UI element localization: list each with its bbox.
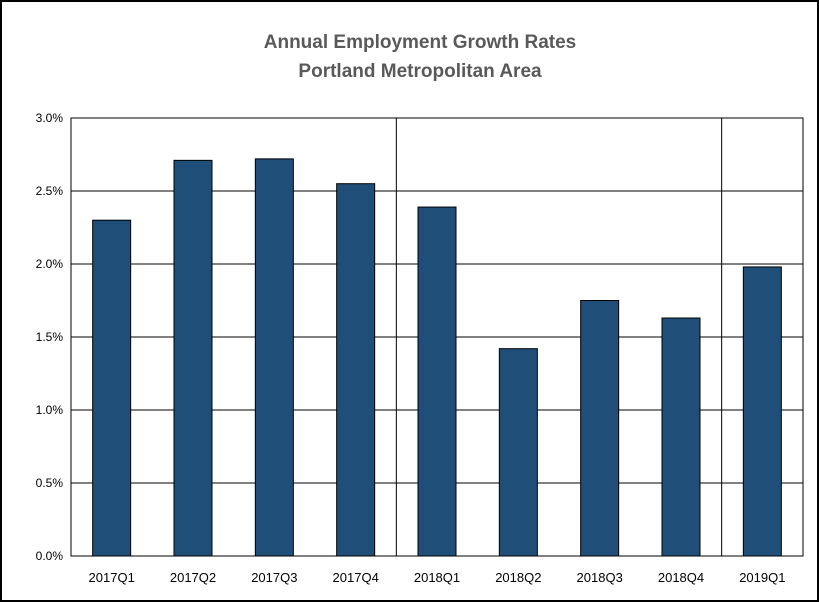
x-tick-label: 2017Q4 [333, 570, 379, 585]
y-axis-ticks: 0.0% 0.5% 1.0% 1.5% 2.0% 2.5% 3.0% [36, 111, 64, 563]
x-tick-label: 2017Q2 [170, 570, 216, 585]
bar [498, 348, 538, 557]
bar [336, 183, 376, 557]
bar [92, 219, 132, 557]
bar [742, 266, 782, 557]
y-tick-label: 2.0% [36, 257, 64, 271]
bar [173, 159, 213, 557]
year-dividers [395, 118, 723, 556]
y-tick-label: 3.0% [36, 111, 64, 125]
x-tick-label: 2019Q1 [739, 570, 785, 585]
x-tick-label: 2018Q4 [658, 570, 704, 585]
chart-title: Annual Employment Growth Rates [264, 32, 576, 53]
bar [661, 317, 701, 557]
x-tick-label: 2018Q1 [414, 570, 460, 585]
bar [254, 158, 294, 557]
bar [417, 206, 457, 557]
x-axis-ticks: 2017Q1 2017Q2 2017Q3 2017Q4 2018Q1 2018Q2 2018… [89, 570, 786, 585]
y-tick-label: 0.5% [36, 476, 64, 490]
plot-area-border [70, 117, 804, 557]
y-tick-label: 0.0% [36, 549, 64, 563]
x-tick-label: 2018Q2 [495, 570, 541, 585]
x-tick-label: 2018Q3 [577, 570, 623, 585]
chart-subtitle: Portland Metropolitan Area [298, 61, 542, 82]
x-tick-label: 2017Q3 [251, 570, 297, 585]
bars [92, 158, 782, 557]
bar [580, 300, 620, 557]
y-tick-label: 2.5% [36, 184, 64, 198]
y-tick-label: 1.0% [36, 403, 64, 417]
x-tick-label: 2017Q1 [89, 570, 135, 585]
y-tick-label: 1.5% [36, 330, 64, 344]
